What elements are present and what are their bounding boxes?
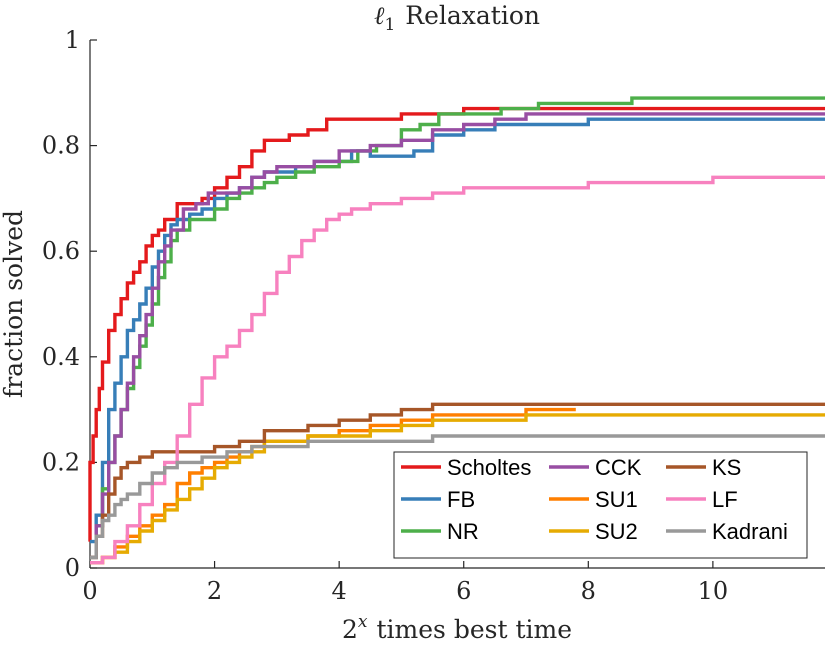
x-tick-label: 8 (581, 577, 596, 605)
x-tick-label: 4 (332, 577, 347, 605)
series-line-su2 (90, 413, 825, 565)
plot-area: 0 2 4 6 8 10 0 0.2 0.4 0.6 0.8 1 (42, 26, 825, 605)
legend-label-ks: KS (712, 455, 741, 480)
x-label-rest: times best time (377, 615, 572, 644)
x-label-base: 2 (342, 615, 358, 644)
legend-label-nr: NR (447, 519, 479, 544)
y-tick-label: 0.6 (42, 237, 80, 265)
legend-label-su1: SU1 (595, 487, 638, 512)
legend-label-scholtes: Scholtes (447, 455, 531, 480)
series-line-fb (90, 117, 825, 544)
series-line-kadrani (90, 434, 825, 560)
y-tick-label: 1 (65, 26, 80, 54)
legend-label-cck: CCK (595, 455, 642, 480)
legend-label-su2: SU2 (595, 519, 638, 544)
legend-label-kadrani: Kadrani (712, 519, 788, 544)
series-line-ks (90, 402, 825, 560)
y-axis-label: fraction solved (0, 210, 28, 398)
legend-label-lf: LF (712, 487, 738, 512)
title-subscript: 1 (384, 15, 395, 35)
series-line-lf (90, 175, 825, 565)
x-label-exponent: x (358, 612, 368, 632)
y-tick-label: 0.8 (42, 132, 80, 160)
legend-label-fb: FB (447, 487, 475, 512)
x-tick-label: 6 (456, 577, 471, 605)
x-tick-label: 0 (82, 577, 97, 605)
title-suffix: Relaxation (405, 1, 540, 30)
y-tick-label: 0 (65, 554, 80, 582)
y-tick-label: 0.4 (42, 343, 80, 371)
legend: Scholtes FB NR CCK SU1 SU2 KS LF Kadrani (393, 451, 808, 559)
chart-title: ℓ1 Relaxation (374, 1, 540, 35)
x-axis-label: 2x times best time (342, 612, 572, 644)
legend-box (393, 451, 808, 559)
x-tick-label: 2 (207, 577, 222, 605)
x-tick-label: 10 (698, 577, 729, 605)
title-prefix: ℓ (374, 1, 385, 30)
series-line-cck (90, 112, 825, 560)
y-tick-label: 0.2 (42, 448, 80, 476)
